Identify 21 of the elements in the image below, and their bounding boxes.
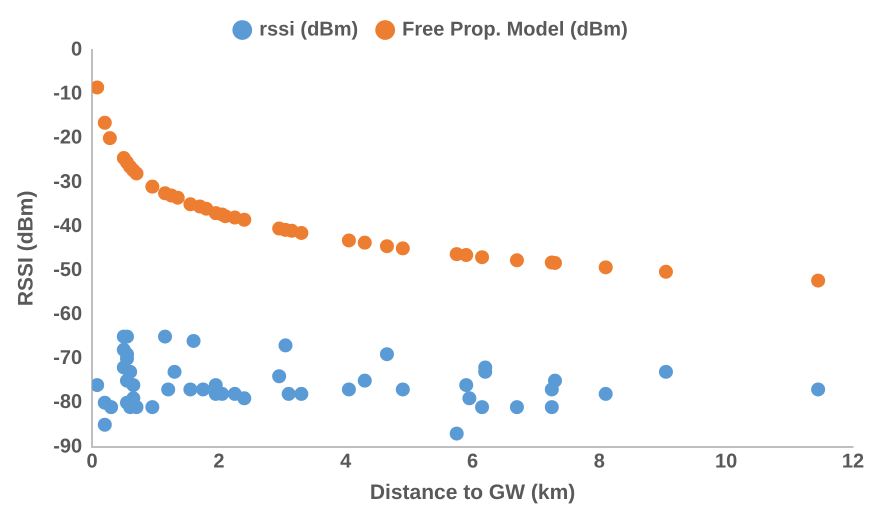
y-tick-label: -10 xyxy=(53,82,82,105)
x-tick-label: 12 xyxy=(842,450,864,472)
y-tick-label: 0 xyxy=(70,38,82,61)
y-axis-title: RSSI (dBm) xyxy=(14,190,38,306)
x-tick-label: 8 xyxy=(594,450,605,472)
x-tick-label: 4 xyxy=(340,450,352,472)
y-tick-label: -20 xyxy=(53,126,82,149)
y-tick-label: -50 xyxy=(53,258,82,281)
x-tick-label: 10 xyxy=(715,450,738,472)
y-tick-label: -80 xyxy=(53,391,82,414)
x-axis-title: Distance to GW (km) xyxy=(370,481,576,504)
y-tick-label: -90 xyxy=(53,435,82,458)
legend-label: rssi (dBm) xyxy=(259,18,358,41)
y-tick-label: -60 xyxy=(53,303,82,326)
x-tick-label: 6 xyxy=(466,450,478,472)
x-tick-label: 0 xyxy=(86,450,98,472)
y-tick-label: -30 xyxy=(53,170,82,193)
y-tick-label: -70 xyxy=(53,347,82,370)
y-tick-label: -40 xyxy=(53,214,82,237)
legend-label: Free Prop. Model (dBm) xyxy=(402,18,628,41)
x-tick-label: 2 xyxy=(213,450,224,472)
